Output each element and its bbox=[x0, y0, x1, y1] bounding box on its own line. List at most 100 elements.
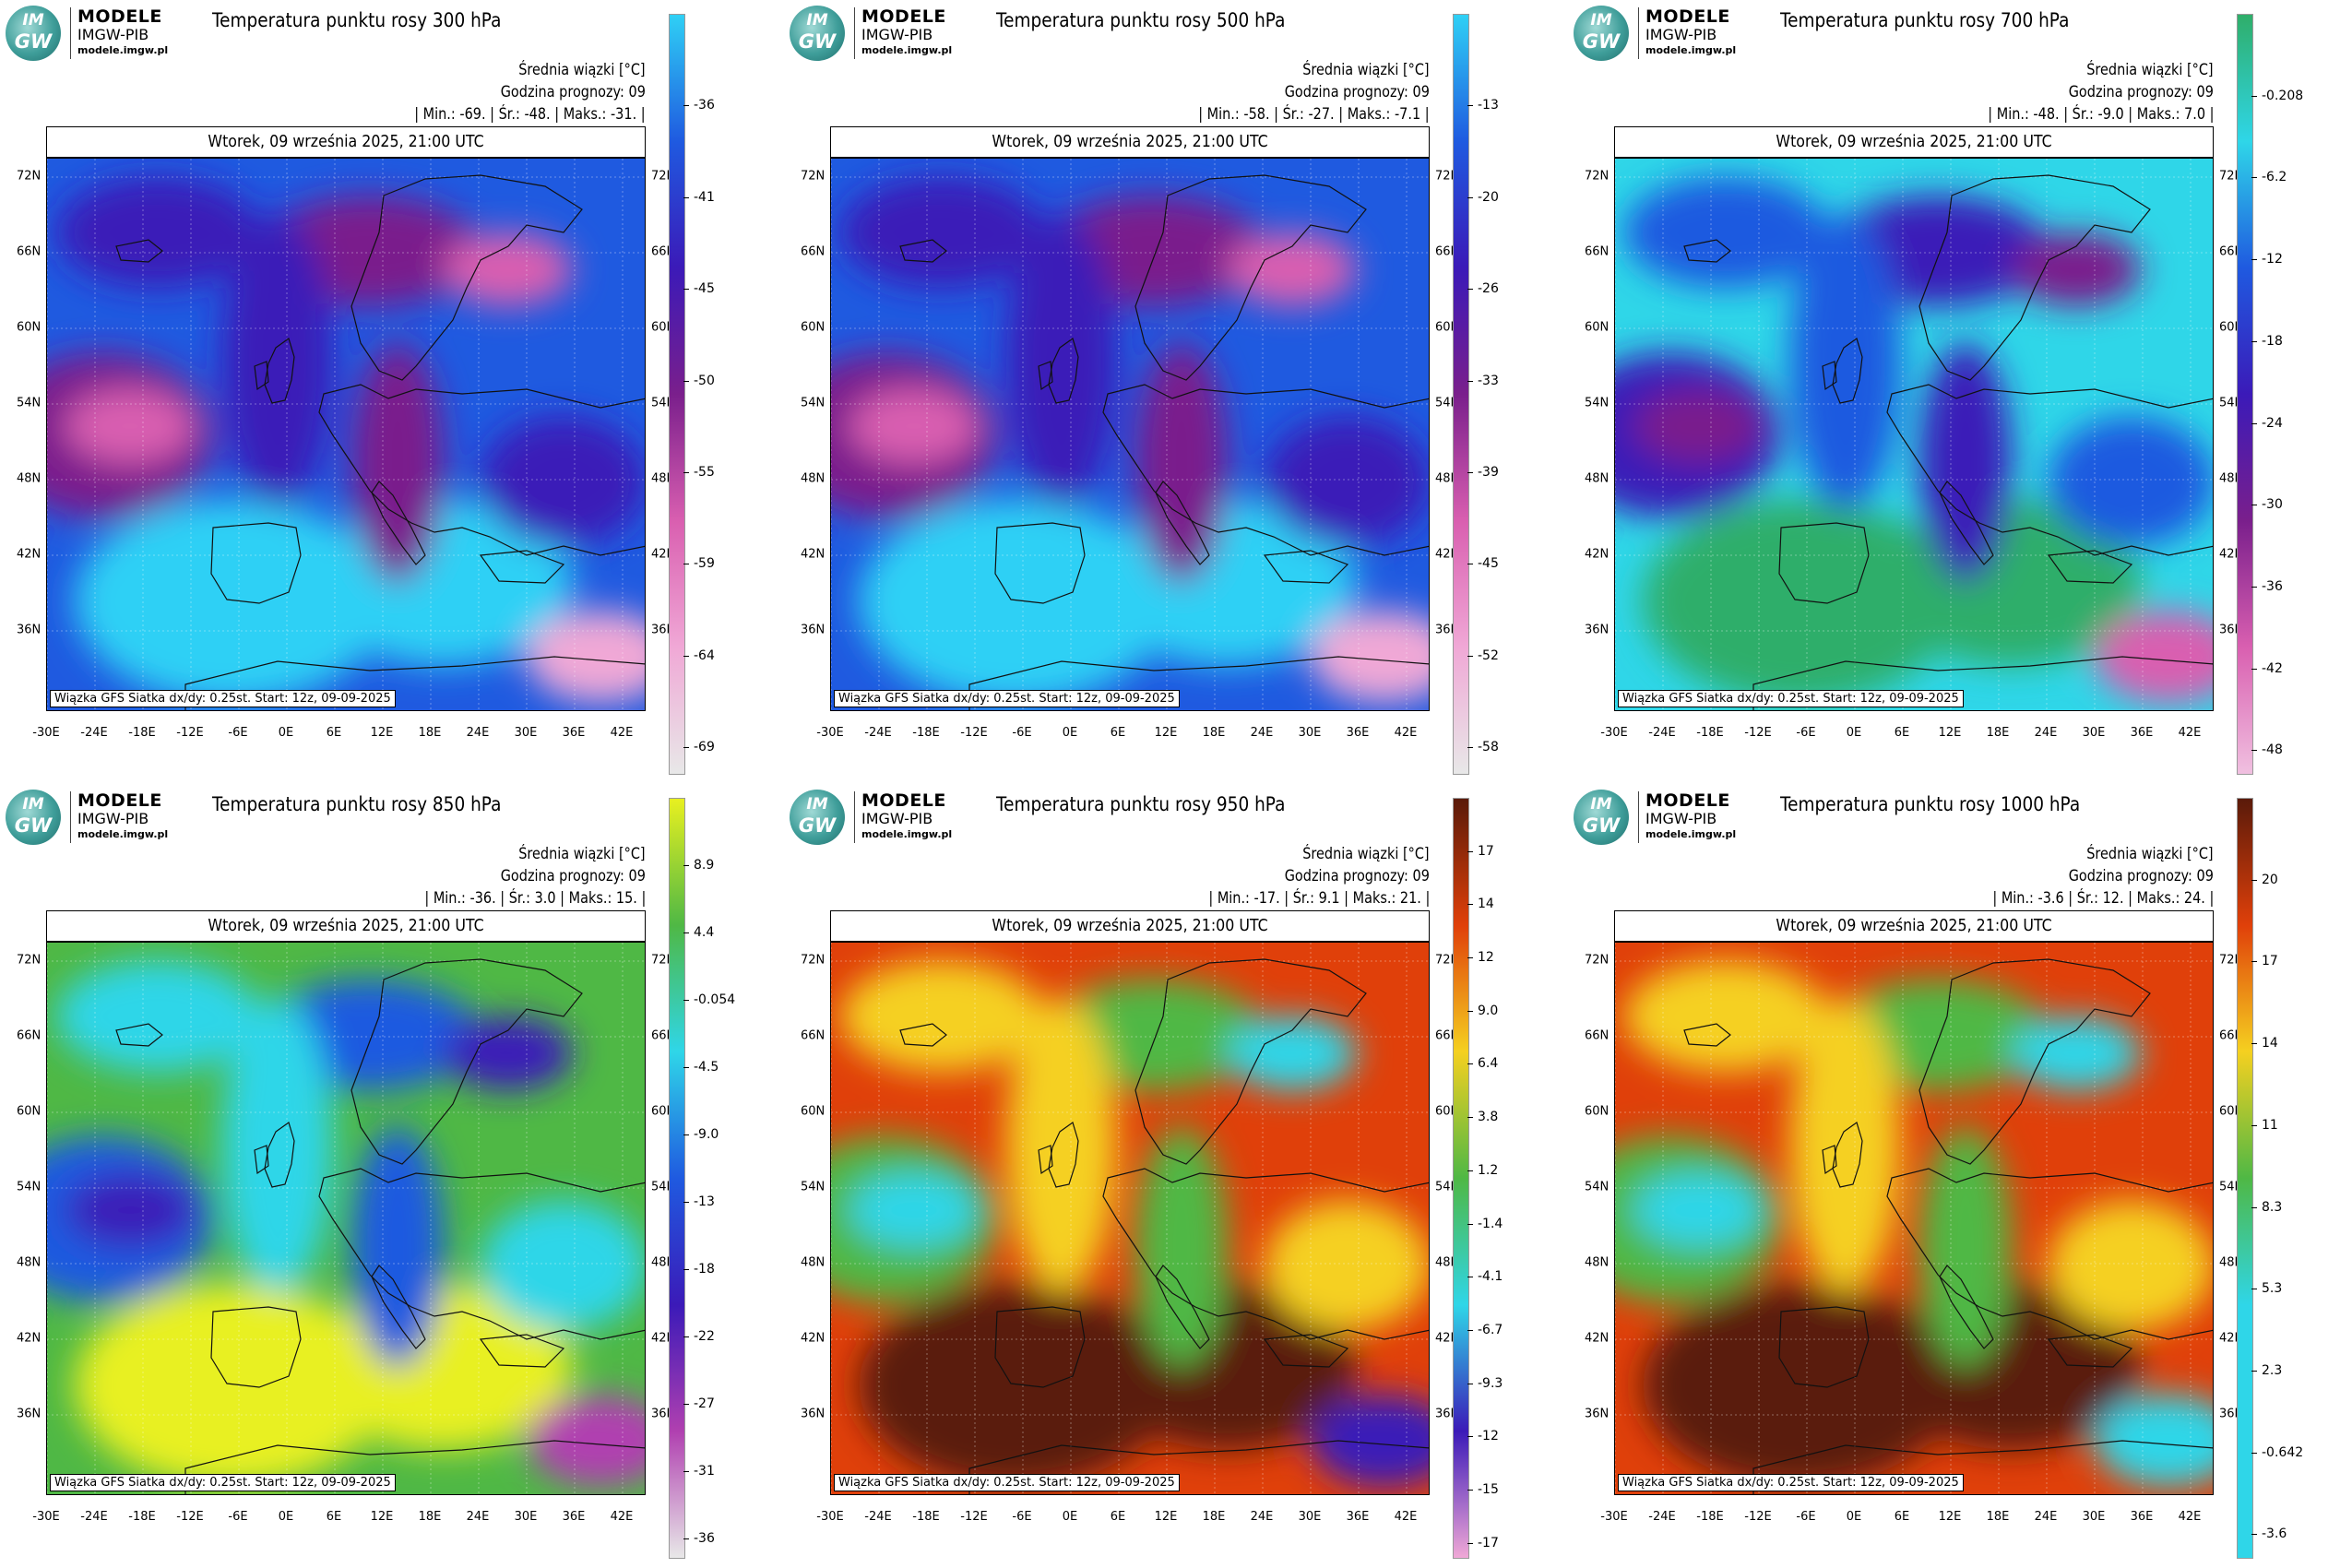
lon-label: 0E bbox=[1846, 1510, 1862, 1524]
forecast-hour: Godzina prognozy: 09 bbox=[500, 83, 646, 101]
panel-5: IM GW MODELE IMGW-PIB modele.imgw.pl Temperat… bbox=[784, 784, 1568, 1568]
map-date: Wtorek, 09 września 2025, 21:00 UTC bbox=[992, 916, 1268, 935]
lon-label: 36E bbox=[1346, 726, 1370, 740]
colorbar-tick-label: -69 bbox=[694, 740, 715, 755]
colorbar bbox=[2237, 14, 2253, 775]
panel-title: Temperatura punktu rosy 950 hPa bbox=[996, 793, 1286, 815]
lat-label-left: 54N bbox=[1585, 396, 1610, 410]
colorbar-tick-label: -48 bbox=[2262, 742, 2283, 758]
colorbar-tick-label: -18 bbox=[694, 1262, 715, 1277]
colorbar-tick-mark bbox=[2251, 259, 2257, 261]
source-label: Wiązka GFS Siatka dx/dy: 0.25st. Start: … bbox=[834, 1474, 1180, 1491]
mean-label: Średnia wiązki [°C] bbox=[1302, 61, 1430, 79]
lon-label: -30E bbox=[1600, 1510, 1628, 1524]
colorbar-tick-mark bbox=[2251, 1452, 2257, 1454]
colorbar-tick-label: 3.8 bbox=[1478, 1110, 1499, 1125]
lat-label-left: 42N bbox=[801, 547, 826, 562]
lat-label-left: 66N bbox=[1585, 244, 1610, 259]
lon-label: -18E bbox=[1696, 726, 1724, 740]
map-date: Wtorek, 09 września 2025, 21:00 UTC bbox=[1776, 916, 2052, 935]
lon-label: 42E bbox=[2178, 726, 2202, 740]
map-date-header: Wtorek, 09 września 2025, 21:00 UTC bbox=[46, 910, 646, 942]
lon-label: 18E bbox=[418, 1510, 442, 1524]
colorbar-tick-mark bbox=[683, 196, 689, 198]
lon-label: 6E bbox=[1894, 1510, 1910, 1524]
lat-label-left: 36N bbox=[801, 623, 826, 637]
map-date-header: Wtorek, 09 września 2025, 21:00 UTC bbox=[830, 910, 1430, 942]
colorbar-tick-label: -22 bbox=[694, 1329, 715, 1345]
lon-label: 6E bbox=[1110, 1510, 1126, 1524]
lon-label: -30E bbox=[816, 1510, 844, 1524]
logo-url: modele.imgw.pl bbox=[861, 44, 953, 56]
lon-label: 30E bbox=[1298, 726, 1322, 740]
lon-label: -6E bbox=[1012, 1510, 1032, 1524]
colorbar-tick-label: 20 bbox=[2262, 872, 2278, 887]
lon-label: 18E bbox=[1986, 1510, 2010, 1524]
colorbar-tick-mark bbox=[683, 1471, 689, 1473]
panel-2: IM GW MODELE IMGW-PIB modele.imgw.pl Temperat… bbox=[784, 0, 1568, 784]
logo-line2: IMGW-PIB bbox=[77, 26, 149, 43]
logo-badge-line1: IM bbox=[1590, 11, 1612, 30]
logo-badge-line2: GW bbox=[1582, 30, 1621, 53]
lat-label-left: 48N bbox=[801, 471, 826, 486]
colorbar-tick-label: -17 bbox=[1478, 1535, 1499, 1550]
colorbar-tick-label: -59 bbox=[694, 556, 715, 572]
source-label: Wiązka GFS Siatka dx/dy: 0.25st. Start: … bbox=[1618, 1474, 1964, 1491]
imgw-logo: IM GW MODELE IMGW-PIB modele.imgw.pl bbox=[790, 6, 974, 61]
colorbar-tick-label: 1.2 bbox=[1478, 1162, 1499, 1178]
panel-6: IM GW MODELE IMGW-PIB modele.imgw.pl Temperat… bbox=[1568, 784, 2352, 1568]
logo-line2: IMGW-PIB bbox=[861, 810, 933, 827]
lon-label: -6E bbox=[1012, 726, 1032, 740]
panel-1: IM GW MODELE IMGW-PIB modele.imgw.pl Temperat… bbox=[0, 0, 784, 784]
logo-divider bbox=[854, 791, 855, 843]
lat-label-left: 42N bbox=[17, 1331, 42, 1346]
lon-label: -18E bbox=[912, 726, 940, 740]
colorbar-tick-mark bbox=[683, 932, 689, 934]
colorbar-tick-mark bbox=[1467, 1117, 1473, 1119]
lon-label: 36E bbox=[562, 726, 586, 740]
coastlines bbox=[899, 958, 1429, 1494]
stats-line: | Min.: -58. | Śr.: -27. | Maks.: -7.1 | bbox=[1198, 105, 1430, 124]
lat-label-left: 36N bbox=[17, 1407, 42, 1421]
colorbar-tick-mark bbox=[1467, 196, 1473, 198]
colorbar bbox=[2237, 798, 2253, 1559]
imgw-logo: IM GW MODELE IMGW-PIB modele.imgw.pl bbox=[6, 6, 190, 61]
lon-label: -18E bbox=[1696, 1510, 1724, 1524]
panel-title: Temperatura punktu rosy 700 hPa bbox=[1780, 9, 2070, 31]
lat-label-left: 42N bbox=[1585, 547, 1610, 562]
forecast-hour: Godzina prognozy: 09 bbox=[1284, 83, 1430, 101]
lon-label: -30E bbox=[816, 726, 844, 740]
colorbar-tick-mark bbox=[683, 471, 689, 473]
lon-label: 24E bbox=[466, 726, 490, 740]
source-label: Wiązka GFS Siatka dx/dy: 0.25st. Start: … bbox=[50, 690, 396, 707]
lon-label: 24E bbox=[1250, 726, 1274, 740]
lon-label: 36E bbox=[1346, 1510, 1370, 1524]
lon-label: -6E bbox=[228, 726, 248, 740]
panel-4: IM GW MODELE IMGW-PIB modele.imgw.pl Temperat… bbox=[0, 784, 784, 1568]
lon-label: 42E bbox=[1394, 1510, 1418, 1524]
colorbar-tick-label: -3.6 bbox=[2262, 1526, 2287, 1542]
colorbar-tick-mark bbox=[1467, 1063, 1473, 1065]
lat-label-left: 72N bbox=[801, 169, 826, 184]
colorbar-tick-label: 17 bbox=[2262, 954, 2278, 969]
map-area: Wiązka GFS Siatka dx/dy: 0.25st. Start: … bbox=[1614, 158, 2214, 711]
colorbar-tick-label: -12 bbox=[2262, 252, 2283, 267]
colorbar-tick-label: -18 bbox=[2262, 333, 2283, 349]
colorbar-tick-label: -4.5 bbox=[694, 1060, 719, 1075]
logo-badge-line2: GW bbox=[798, 814, 837, 837]
imgw-logo: IM GW MODELE IMGW-PIB modele.imgw.pl bbox=[790, 790, 974, 845]
colorbar-tick-mark bbox=[2251, 879, 2257, 881]
logo-line1: MODELE bbox=[861, 6, 946, 27]
lat-label-left: 66N bbox=[801, 244, 826, 259]
colorbar-tick-mark bbox=[1467, 655, 1473, 657]
lon-label: 18E bbox=[418, 726, 442, 740]
lat-label-left: 60N bbox=[1585, 1104, 1610, 1119]
mean-label: Średnia wiązki [°C] bbox=[1302, 845, 1430, 863]
colorbar-tick-mark bbox=[683, 289, 689, 291]
logo-url: modele.imgw.pl bbox=[1645, 44, 1737, 56]
imgw-logo-badge: IM GW bbox=[790, 6, 845, 61]
colorbar-tick-label: -33 bbox=[1478, 373, 1499, 388]
logo-url: modele.imgw.pl bbox=[1645, 828, 1737, 840]
lon-label: 12E bbox=[1154, 1510, 1178, 1524]
lat-label-left: 48N bbox=[1585, 471, 1610, 486]
